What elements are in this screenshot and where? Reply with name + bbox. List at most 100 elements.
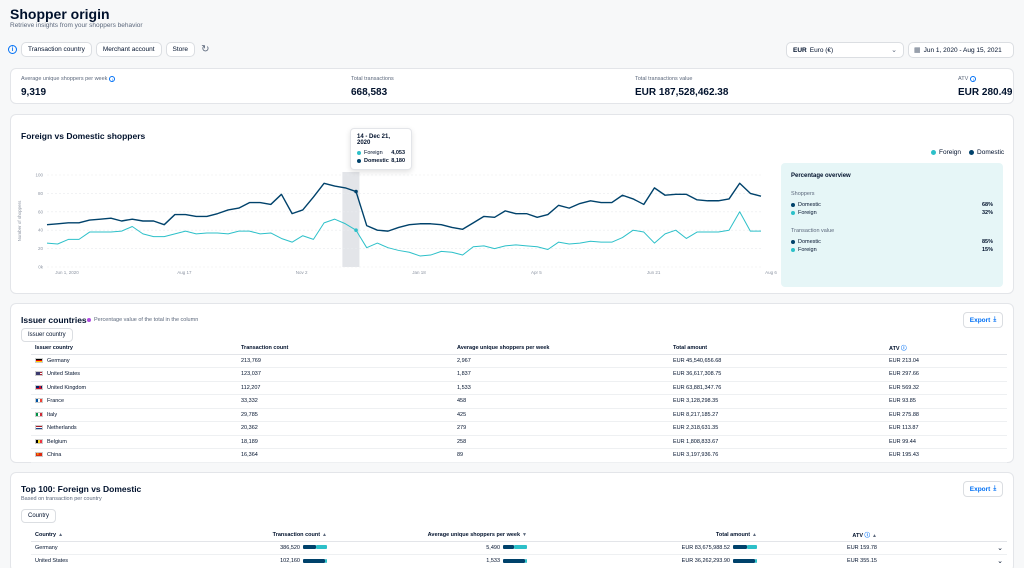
cell-avg: 1,533 [453,381,669,395]
filter-issuer-country[interactable]: Issuer country [21,328,73,342]
export-button[interactable]: Export ⤓ [963,481,1003,497]
y-tick-label: 80 [38,191,44,196]
top100-card: Top 100: Foreign vs Domestic Based on tr… [10,472,1014,568]
foreign-bar [754,558,757,563]
table-row[interactable]: Italy 29,785 425 EUR 8,217,185.27 EUR 275.88 [31,408,1007,422]
info-icon[interactable]: i [8,45,17,54]
col-country[interactable]: Country ▲ [31,529,231,542]
purple-dot-icon [87,318,91,322]
y-tick-label: 100 [35,173,43,178]
cell-total: EUR 1,808,833.67 [669,435,885,449]
filter-country[interactable]: Country [21,509,57,523]
cell-atv: EUR 275.88 [885,408,1007,422]
tooltip-label: Foreign [364,150,383,156]
col-avg-shoppers[interactable]: Average unique shoppers per week ▼ [331,529,531,542]
reset-icon[interactable]: ↻ [201,44,210,55]
overview-dot [791,248,795,252]
cell-count: 386,520 [231,541,331,555]
download-icon: ⤓ [993,485,997,492]
value: EUR 36,262,293.90 [681,558,730,565]
cell-country: Germany [31,541,231,555]
cell-country: France [31,394,237,409]
flag-it-icon [35,411,43,417]
overview-value: 15% [981,247,993,253]
table-row[interactable]: Belgium 18,189 258 EUR 1,808,833.67 EUR 99.4… [31,435,1007,449]
export-label: Export [969,485,991,493]
col-atv-label: ATV [889,345,900,352]
legend-item-foreign[interactable]: Foreign [931,149,961,156]
cell-atv: EUR 355.15 [761,554,881,568]
export-button[interactable]: Export ⤓ [963,312,1003,328]
filter-store[interactable]: Store [165,42,196,57]
kpi-total-value: Total transactions value EUR 187,528,462… [635,76,728,98]
cell-country: United States [31,367,237,382]
cell-atv: EUR 159.78 [761,541,881,555]
issuer-countries-card: Issuer countries Percentage value of the… [10,303,1014,463]
tooltip-row-domestic: Domestic 8,180 [357,158,405,164]
y-axis-label: Number of shoppers [17,200,22,242]
series-point-foreign [354,228,358,232]
currency-label: Euro (€) [809,46,834,54]
table-row[interactable]: Netherlands 20,362 279 EUR 2,318,631.35 EUR … [31,421,1007,436]
x-tick-label: Aug 17 [177,270,192,275]
domestic-bar [733,558,755,563]
legend-dot [969,149,975,155]
col-transaction-count[interactable]: Transaction count [237,342,453,355]
table-row[interactable]: Germany 386,520 5,490 EUR 83,675,988.52 EUR … [31,541,1007,555]
col-avg-shoppers[interactable]: Average unique shoppers per week [453,342,669,355]
overview-label: Domestic [798,239,821,245]
domestic-bar [303,558,325,563]
col-total-amount[interactable]: Total amount [669,342,885,355]
overview-label: Foreign [798,247,817,253]
col-issuer-country[interactable]: Issuer country [31,342,237,355]
table-row[interactable]: France 33,332 458 EUR 3,128,298.35 EUR 93.85 [31,394,1007,409]
info-icon[interactable]: ⓘ [864,532,871,539]
cell-avg: 279 [453,421,669,436]
legend-label: Domestic [977,149,1005,156]
line-chart[interactable]: 0k 20 40 60 80 100 Number of shoppers Jun 1, 20… [11,115,1015,295]
tooltip-dot [357,151,361,155]
overview-row: Domestic 85% [791,239,993,245]
country-name: United Kingdom [47,384,87,391]
filter-transaction-country[interactable]: Transaction country [21,42,92,57]
section-title: Issuer countries [21,315,87,325]
value: EUR 83,675,988.52 [681,544,730,551]
legend-dot [931,149,936,155]
col-label: Country [35,531,57,538]
kpi-card: Average unique shoppers per week i 9,319 … [10,68,1014,104]
col-atv[interactable]: ATV ⓘ ▲ [761,529,881,542]
tooltip-dot [357,159,361,163]
y-tick-label: 40 [38,228,44,233]
col-total-amount[interactable]: Total amount ▲ [531,529,761,542]
cell-atv: EUR 297.66 [885,367,1007,382]
country-name: Belgium [47,438,67,445]
tooltip-value: 8,180 [391,158,405,164]
chevron-down-icon[interactable]: ⌄ [881,541,1007,555]
col-transaction-count[interactable]: Transaction count ▲ [231,529,331,542]
domestic-foreign-bar [503,558,527,563]
table-row[interactable]: United States 123,037 1,837 EUR 36,617,308.… [31,367,1007,382]
flag-be-icon [35,438,43,444]
overview-value: 68% [981,202,993,208]
table-row[interactable]: United Kingdom 112,207 1,533 EUR 63,881,347… [31,381,1007,395]
filter-merchant-account[interactable]: Merchant account [95,42,162,57]
info-icon[interactable]: i [109,76,116,82]
tooltip-row-foreign: Foreign 4,053 [357,150,405,156]
info-icon[interactable]: i [970,76,977,82]
flag-cn-icon [35,452,43,458]
flag-us-icon [35,371,43,377]
currency-select[interactable]: EUR Euro (€) ⌄ [786,42,904,58]
date-range-picker[interactable]: ▦ Jun 1, 2020 - Aug 15, 2021 [908,42,1014,58]
table-row[interactable]: United States 102,160 1,533 EUR 36,262,293.… [31,554,1007,568]
cell-count: 20,362 [237,421,453,436]
col-atv[interactable]: ATV ⓘ [885,342,1007,355]
table-row[interactable]: Germany 213,769 2,967 EUR 45,540,656.68 EUR … [31,354,1007,368]
info-icon[interactable]: ⓘ [901,345,907,352]
cell-count: 123,037 [237,367,453,382]
cell-total: EUR 2,318,631.35 [669,421,885,436]
legend-item-domestic[interactable]: Domestic [969,149,1004,156]
cell-total: EUR 63,881,347.76 [669,381,885,395]
country-name: China [47,452,62,459]
chevron-down-icon[interactable]: ⌄ [881,554,1007,568]
